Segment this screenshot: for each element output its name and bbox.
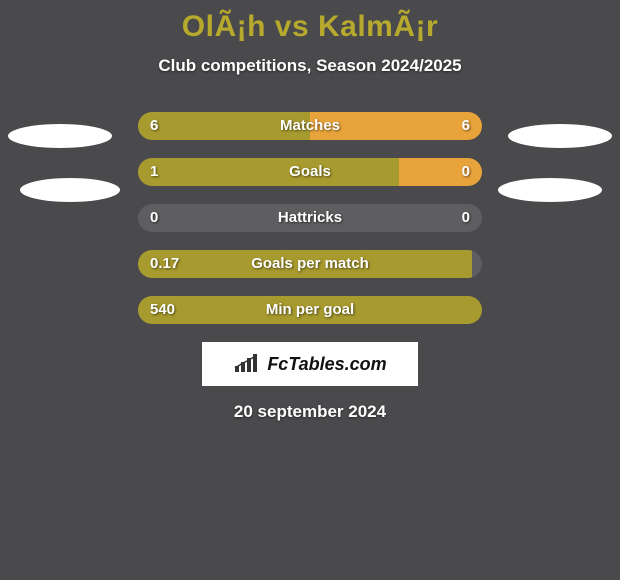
date-line: 20 september 2024 — [0, 402, 620, 422]
stat-row: 00Hattricks — [0, 204, 620, 232]
placeholder-oval — [8, 124, 112, 148]
stat-row: 0.17Goals per match — [0, 250, 620, 278]
logo: FcTables.com — [233, 354, 386, 375]
subtitle: Club competitions, Season 2024/2025 — [0, 56, 620, 76]
bars-icon — [233, 354, 261, 374]
stat-row: 540Min per goal — [0, 296, 620, 324]
page-title: OlÃ¡h vs KalmÃ¡r — [0, 0, 620, 44]
stat-label: Hattricks — [0, 204, 620, 232]
logo-box: FcTables.com — [202, 342, 418, 386]
placeholder-oval — [508, 124, 612, 148]
logo-text: FcTables.com — [267, 354, 386, 375]
comparison-card: OlÃ¡h vs KalmÃ¡r Club competitions, Seas… — [0, 0, 620, 580]
placeholder-oval — [498, 178, 602, 202]
stat-label: Goals per match — [0, 250, 620, 278]
stat-label: Min per goal — [0, 296, 620, 324]
placeholder-oval — [20, 178, 120, 202]
